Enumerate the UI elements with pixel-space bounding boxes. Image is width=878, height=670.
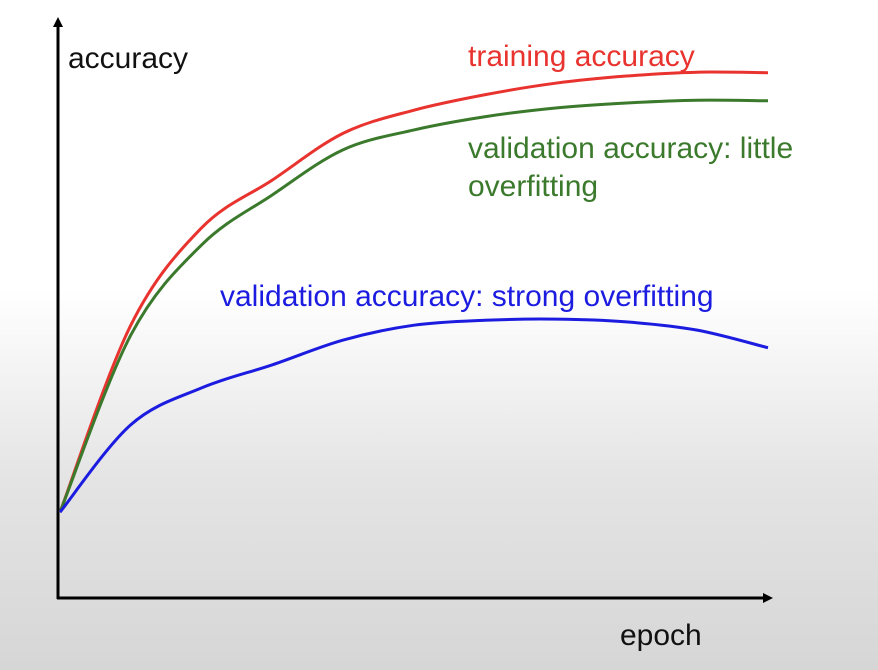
line — [58, 317, 769, 514]
series-label: validation accuracy: little overfitting — [468, 132, 794, 203]
y-axis-title: accuracy — [68, 42, 188, 75]
x-axis-title: epoch — [620, 619, 702, 652]
line — [58, 70, 769, 513]
series-label: validation accuracy: strong overfitting — [220, 280, 714, 313]
line — [58, 98, 769, 513]
series-label: training accuracy — [468, 40, 695, 73]
